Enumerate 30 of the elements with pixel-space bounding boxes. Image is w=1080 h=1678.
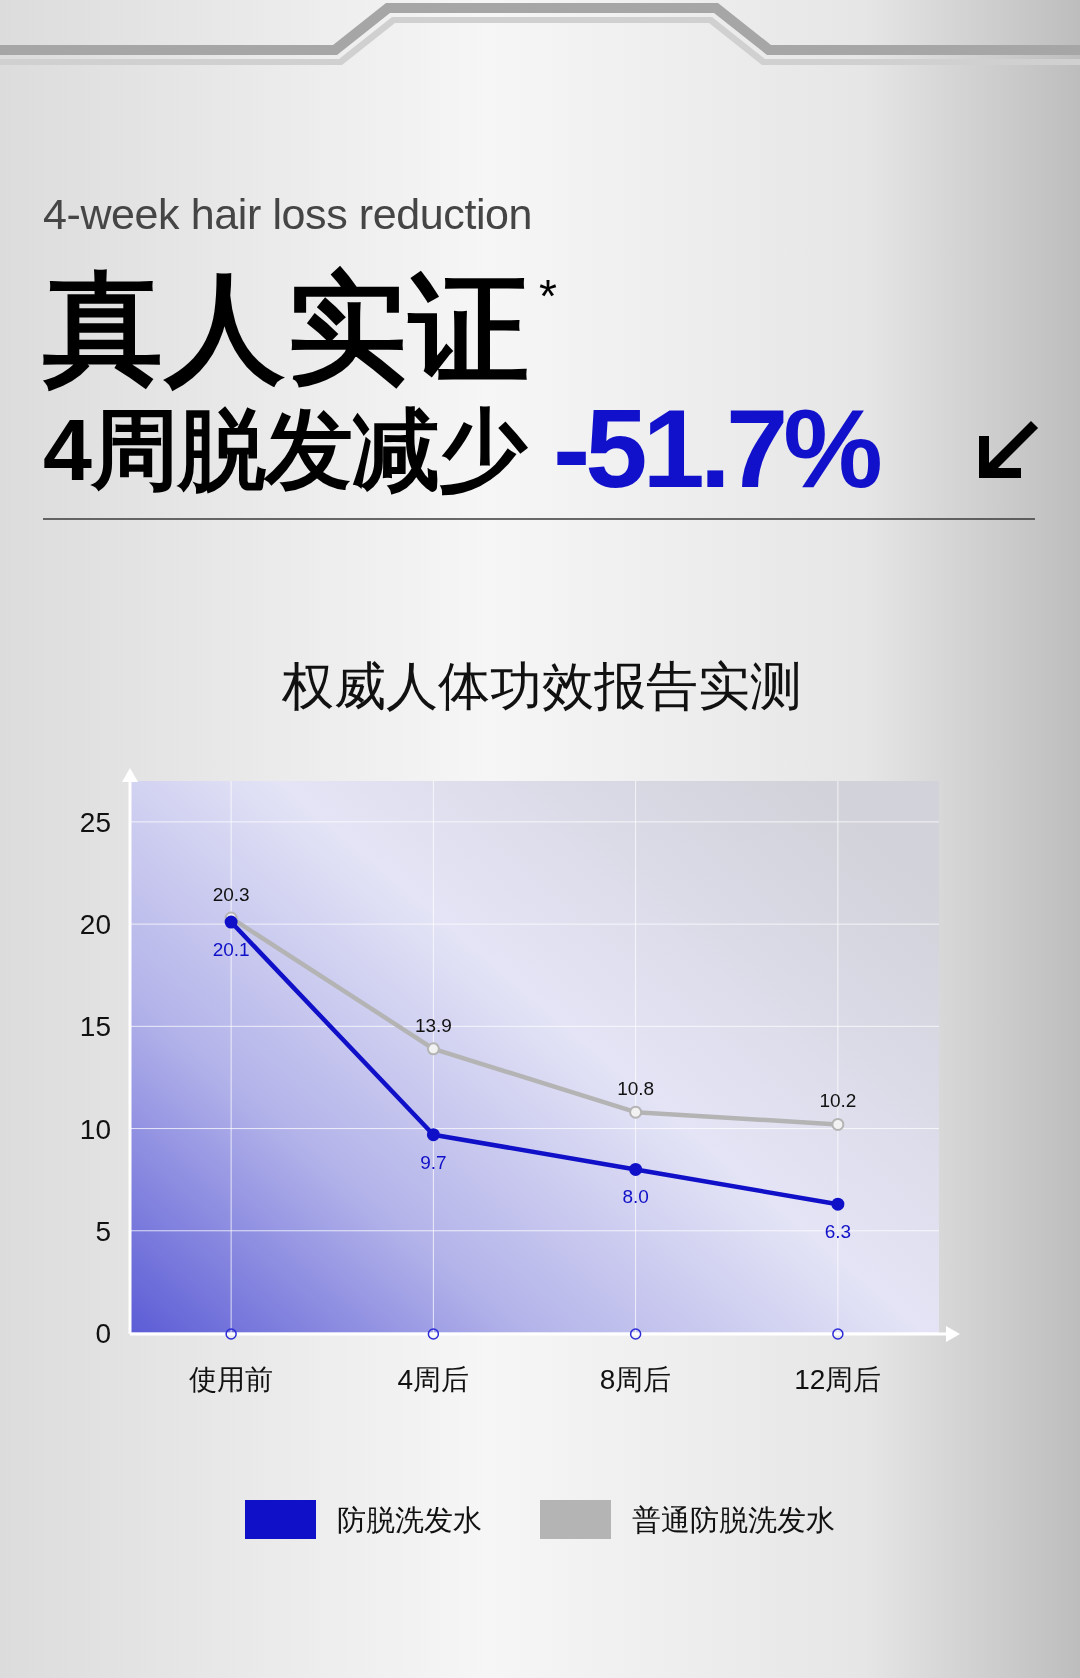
text: 4-week hair loss reduction: [43, 190, 533, 238]
legend-label: 防脱洗发水: [337, 1504, 482, 1536]
data-label: 8.0: [622, 1186, 649, 1208]
y-tick-label: 0: [95, 1317, 111, 1349]
x-tick-label: 12周后: [794, 1364, 882, 1395]
data-label: 20.1: [212, 939, 250, 961]
data-label: 10.2: [819, 1090, 857, 1112]
legend-label: 普通防脱洗发水: [632, 1504, 835, 1536]
point: [224, 915, 238, 929]
data-label: 10.8: [617, 1078, 655, 1100]
data-label: 6.3: [824, 1221, 852, 1243]
point: [629, 1105, 643, 1119]
y-tick-label: 5: [95, 1215, 111, 1247]
point: [831, 1117, 845, 1131]
x-tick-label: 4周后: [397, 1364, 470, 1395]
point: [426, 1128, 440, 1142]
data-label: 20.3: [212, 883, 250, 905]
point: [629, 1162, 643, 1176]
x-tick-label: 使用前: [189, 1364, 274, 1395]
x-tick-label: 8周后: [599, 1364, 672, 1395]
y-tick-label: 25: [79, 806, 111, 838]
point: [426, 1042, 440, 1056]
y-tick-label: 20: [79, 908, 111, 940]
data-label: 13.9: [414, 1014, 452, 1036]
point: [831, 1197, 845, 1211]
text: 4周脱发减少: [43, 400, 529, 499]
chart-title: 权威人体功效报告实测: [281, 657, 802, 715]
y-tick-label: 15: [79, 1010, 111, 1042]
y-tick-label: 10: [79, 1113, 111, 1145]
data-label: 9.7: [420, 1151, 447, 1173]
